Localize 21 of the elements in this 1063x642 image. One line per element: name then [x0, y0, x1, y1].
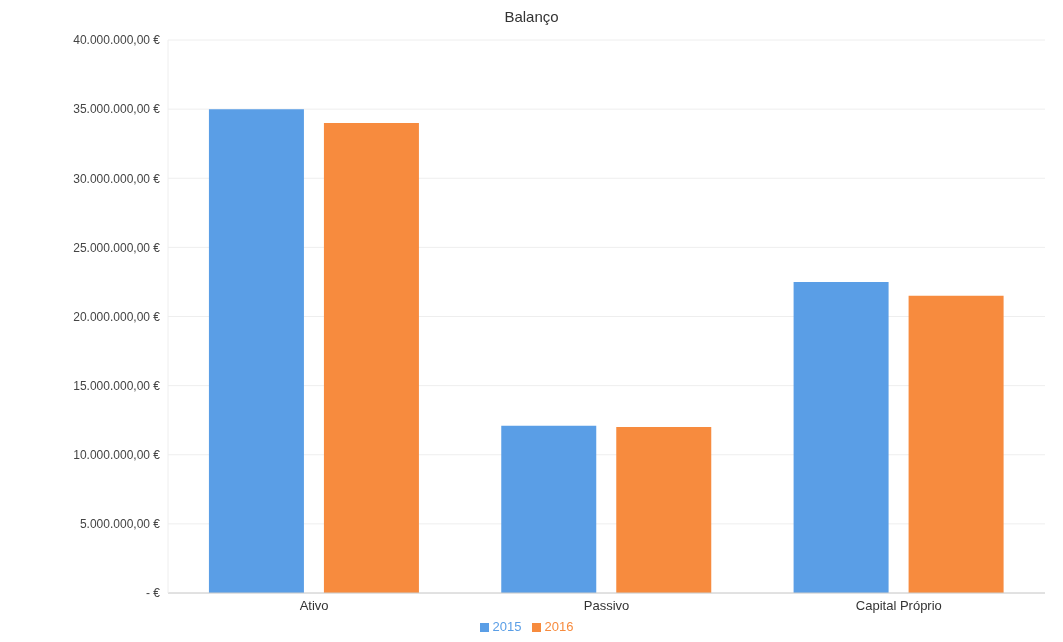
legend-label: 2015 — [492, 619, 522, 634]
y-tick-label: 40.000.000,00 € — [73, 33, 161, 48]
legend-label: 2016 — [544, 619, 574, 634]
bar — [501, 425, 597, 593]
y-tick-label: 15.000.000,00 € — [73, 378, 161, 393]
bar — [908, 295, 1004, 593]
chart-title: Balanço — [503, 8, 560, 27]
bar — [323, 122, 419, 593]
x-tick-label: Capital Próprio — [855, 598, 942, 614]
y-tick-label: 30.000.000,00 € — [73, 171, 161, 186]
y-tick-label: 25.000.000,00 € — [73, 240, 161, 255]
y-tick-label: 20.000.000,00 € — [73, 309, 161, 324]
x-tick-label: Ativo — [299, 598, 329, 614]
y-tick-label: 10.000.000,00 € — [73, 448, 161, 463]
bar — [793, 281, 889, 593]
y-tick-label: - € — [145, 586, 161, 601]
x-tick-label: Passivo — [583, 598, 630, 614]
bar — [616, 427, 712, 593]
y-tick-label: 5.000.000,00 € — [79, 517, 161, 532]
bar — [208, 109, 304, 593]
y-tick-label: 35.000.000,00 € — [73, 102, 161, 117]
